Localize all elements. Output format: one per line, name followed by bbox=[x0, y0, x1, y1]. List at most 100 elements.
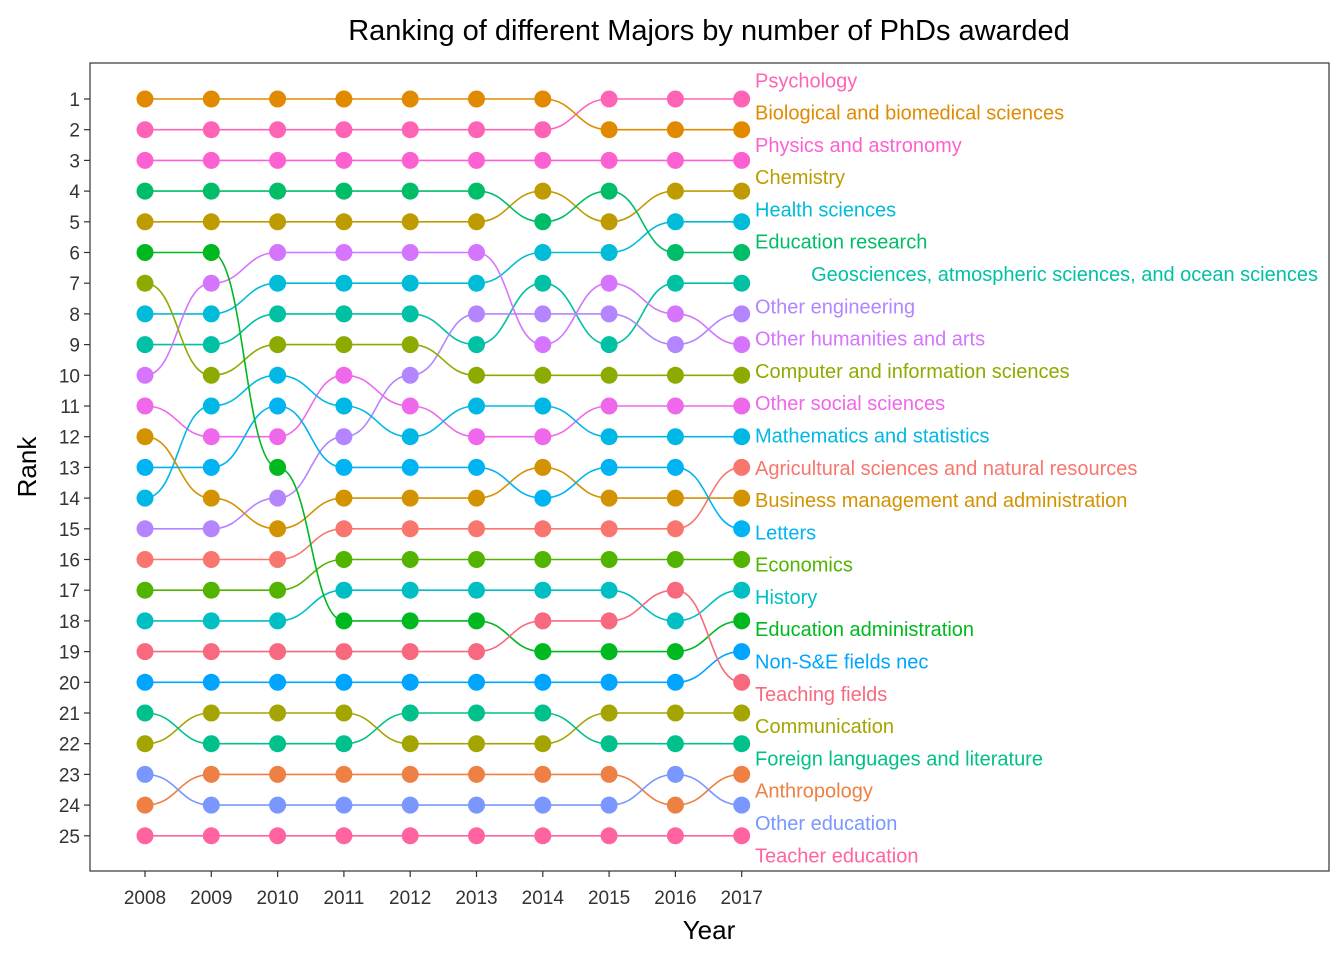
data-point bbox=[733, 827, 751, 845]
series-label: Health sciences bbox=[755, 199, 896, 221]
y-tick-label: 2 bbox=[69, 121, 80, 142]
data-point bbox=[202, 244, 220, 261]
data-point bbox=[335, 274, 353, 292]
data-point bbox=[666, 551, 684, 568]
data-point bbox=[269, 366, 287, 384]
data-point bbox=[666, 336, 684, 354]
data-point bbox=[401, 397, 419, 415]
data-point bbox=[335, 827, 353, 845]
data-point bbox=[335, 489, 353, 507]
data-point bbox=[534, 489, 552, 507]
data-point bbox=[733, 612, 751, 630]
data-point bbox=[733, 551, 751, 568]
data-point bbox=[468, 182, 485, 200]
x-tick-label: 2012 bbox=[389, 888, 431, 909]
data-point bbox=[468, 336, 485, 354]
series-line bbox=[145, 650, 742, 684]
data-point bbox=[600, 612, 618, 630]
data-point bbox=[401, 244, 419, 261]
data-point bbox=[202, 213, 220, 231]
data-point bbox=[666, 489, 684, 507]
data-point bbox=[468, 213, 485, 231]
data-point bbox=[136, 489, 154, 507]
data-point bbox=[335, 796, 353, 814]
data-point bbox=[666, 397, 684, 415]
data-point bbox=[666, 121, 684, 139]
x-tick-label: 2008 bbox=[124, 888, 166, 909]
data-point bbox=[600, 305, 618, 323]
data-point bbox=[401, 274, 419, 292]
plot-panel bbox=[89, 62, 1330, 872]
data-point bbox=[600, 673, 618, 691]
data-point bbox=[202, 765, 220, 783]
data-point bbox=[733, 765, 751, 783]
data-point bbox=[136, 520, 154, 538]
chart-title: Ranking of different Majors by number of… bbox=[348, 15, 1070, 47]
y-axis-title: Rank bbox=[12, 436, 42, 498]
data-point bbox=[202, 336, 220, 354]
data-point bbox=[534, 735, 552, 753]
data-point bbox=[269, 458, 287, 476]
data-point bbox=[269, 336, 287, 354]
data-point bbox=[202, 182, 220, 200]
series-label: Other education bbox=[755, 813, 897, 835]
series-line bbox=[144, 773, 742, 806]
data-point bbox=[666, 765, 684, 783]
data-point bbox=[202, 121, 220, 139]
data-point bbox=[335, 428, 353, 446]
data-point bbox=[534, 182, 552, 200]
series-label: Letters bbox=[755, 522, 816, 544]
data-point bbox=[335, 551, 353, 568]
data-point bbox=[269, 520, 287, 538]
data-point bbox=[335, 765, 353, 783]
data-point bbox=[468, 366, 485, 384]
data-point bbox=[534, 520, 552, 538]
data-point bbox=[666, 520, 684, 538]
series-label: Business management and administration bbox=[755, 490, 1127, 512]
data-point bbox=[534, 612, 552, 630]
x-tick-label: 2015 bbox=[588, 888, 630, 909]
data-point bbox=[202, 704, 220, 722]
data-point bbox=[666, 90, 684, 108]
data-point bbox=[468, 121, 485, 139]
y-tick-label: 6 bbox=[69, 244, 80, 265]
y-tick-label: 17 bbox=[59, 581, 80, 602]
y-tick-label: 12 bbox=[59, 428, 80, 449]
series-line bbox=[144, 282, 742, 377]
data-point bbox=[202, 366, 220, 384]
series-label: Mathematics and statistics bbox=[755, 425, 990, 447]
x-tick-label: 2011 bbox=[323, 888, 364, 909]
data-point bbox=[534, 796, 552, 814]
series-line bbox=[145, 589, 742, 622]
data-point bbox=[600, 581, 618, 599]
data-point bbox=[269, 581, 287, 599]
data-point bbox=[136, 735, 154, 753]
data-point bbox=[534, 397, 552, 415]
data-point bbox=[666, 735, 684, 753]
series-line bbox=[145, 221, 742, 315]
data-point bbox=[666, 305, 684, 323]
data-point bbox=[534, 244, 552, 261]
data-point bbox=[401, 704, 419, 722]
data-point bbox=[269, 213, 287, 231]
data-point bbox=[534, 428, 552, 446]
y-tick-label: 4 bbox=[69, 182, 80, 203]
data-point bbox=[202, 428, 220, 446]
y-tick-label: 25 bbox=[59, 827, 80, 848]
series-label: Education research bbox=[755, 232, 927, 254]
data-point bbox=[733, 213, 751, 231]
data-point bbox=[733, 735, 751, 753]
series-points bbox=[136, 90, 751, 845]
data-point bbox=[468, 704, 485, 722]
data-point bbox=[666, 182, 684, 200]
data-point bbox=[600, 366, 618, 384]
data-point bbox=[534, 581, 552, 599]
data-point bbox=[401, 182, 419, 200]
series-label: Psychology bbox=[755, 70, 857, 92]
data-point bbox=[269, 90, 287, 108]
y-tick-label: 16 bbox=[59, 551, 80, 572]
data-point bbox=[468, 520, 485, 538]
data-point bbox=[600, 151, 618, 169]
series-line bbox=[145, 190, 742, 223]
